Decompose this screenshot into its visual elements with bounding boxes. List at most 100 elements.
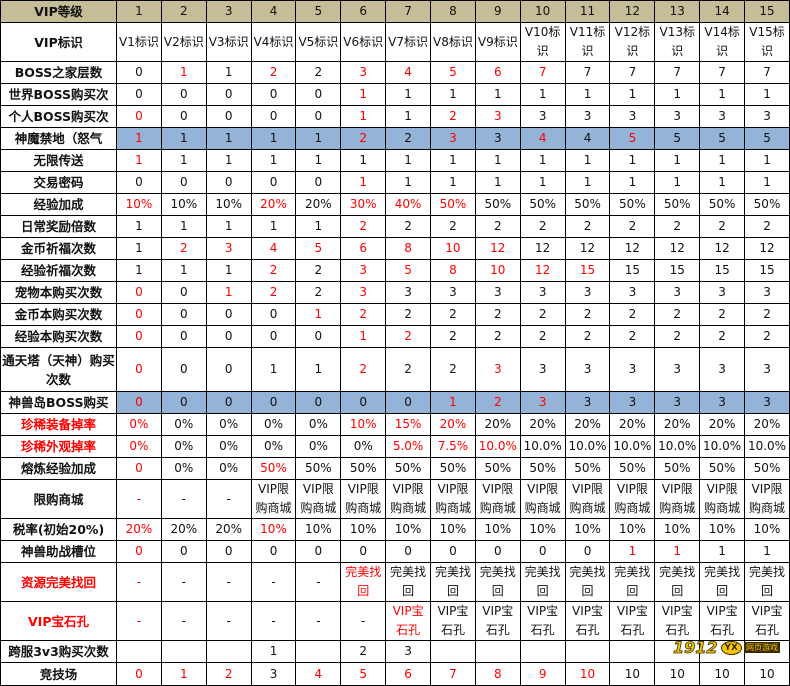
table-cell: 6: [340, 237, 387, 260]
table-cell: 10%: [564, 518, 611, 541]
table-cell: 15: [564, 259, 611, 282]
row-label: 限购商城: [0, 479, 117, 519]
table-cell: 20%: [160, 518, 207, 541]
table-cell: 12: [519, 237, 566, 260]
vip-level-header: 10: [519, 0, 566, 23]
table-cell: 2: [385, 347, 432, 392]
table-cell: 2: [430, 215, 476, 238]
table-cell: 2: [295, 61, 342, 84]
table-cell: 2: [564, 325, 611, 348]
table-cell: 3: [609, 105, 656, 128]
table-cell: 5: [744, 127, 790, 150]
table-cell: VIP限购商城: [295, 479, 342, 519]
table-cell: VIP宝石孔: [564, 601, 611, 641]
table-cell: 0: [205, 391, 252, 414]
table-cell: 12: [744, 237, 790, 260]
table-cell: 50%: [474, 457, 521, 480]
table-cell: 3: [519, 105, 566, 128]
table-cell: 1: [430, 83, 476, 106]
table-cell: 9: [519, 662, 566, 686]
table-cell: 4: [385, 61, 432, 84]
table-cell: 20%: [699, 413, 746, 436]
table-row: 宠物本购买次数 0 0 1 2 2 3 3 3 3 3 3 3 3 3 3: [0, 281, 790, 304]
vip-level-header: 14: [699, 0, 746, 23]
row-label: 竞技场: [0, 662, 117, 686]
table-cell: 10%: [160, 193, 207, 216]
table-cell: 10.0%: [744, 435, 790, 458]
table-row: 限购商城 - - - VIP限购商城 VIP限购商城 VIP限购商城 VIP限购商城 VIP限购…: [0, 479, 790, 519]
table-cell: 0: [116, 457, 162, 480]
table-cell: 2: [430, 303, 476, 326]
table-cell: 1: [205, 61, 252, 84]
table-cell: 1: [609, 171, 656, 194]
table-row: 熔炼经验加成 0 0% 0% 50% 50% 50% 50% 50% 50% 50% 50% 50% 50…: [0, 457, 790, 480]
table-cell: -: [205, 601, 252, 641]
table-cell: 1: [519, 149, 566, 172]
table-cell: 3: [654, 281, 701, 304]
table-cell: 0: [116, 83, 162, 106]
table-cell: 1: [205, 281, 252, 304]
table-cell: 10: [744, 662, 790, 686]
table-row: 神兽助战槽位 0 0 0 0 0 0 0 0 0 0 0 1 1 1 1: [0, 540, 790, 563]
table-cell: 10%: [519, 518, 566, 541]
table-cell: 3: [744, 391, 790, 414]
table-cell: 3: [744, 347, 790, 392]
table-cell: 2: [609, 215, 656, 238]
table-cell: 0: [160, 281, 207, 304]
table-cell: 1: [744, 149, 790, 172]
table-cell: 20%: [295, 193, 342, 216]
table-cell: VIP宝石孔: [609, 601, 656, 641]
table-cell: 0%: [205, 413, 252, 436]
row-label: 神兽岛BOSS购买: [0, 391, 117, 414]
vip-level-header: 8: [430, 0, 476, 23]
table-cell: 0: [116, 391, 162, 414]
row-label: 经验加成: [0, 193, 117, 216]
table-cell: 50%: [519, 193, 566, 216]
table-cell: 3: [474, 105, 521, 128]
table-cell: 0: [250, 391, 297, 414]
table-cell: 1: [250, 127, 297, 150]
row-label: VIP等级: [0, 0, 117, 23]
table-cell: 0: [385, 540, 432, 563]
table-cell: 15: [699, 259, 746, 282]
table-cell: 10: [654, 662, 701, 686]
table-cell: 3: [744, 281, 790, 304]
table-row: 无限传送 1 1 1 1 1 1 1 1 1 1 1 1 1 1 1: [0, 149, 790, 172]
table-cell: 50%: [564, 457, 611, 480]
table-cell: 1: [160, 127, 207, 150]
table-cell: 20%: [744, 413, 790, 436]
table-row: 金币祈福次数 1 2 3 4 5 6 8 10 12 12 12 12 12 12 12: [0, 237, 790, 260]
table-row: 经验祈福次数 1 1 1 2 2 3 5 8 10 12 15 15 15 15 15: [0, 259, 790, 282]
table-cell: 50%: [564, 193, 611, 216]
table-cell: V8标识: [430, 22, 476, 62]
vip-level-header: 1: [116, 0, 162, 23]
table-cell: 20%: [654, 413, 701, 436]
table-row: 日常奖励倍数 1 1 1 1 1 2 2 2 2 2 2 2 2 2 2: [0, 215, 790, 238]
table-cell: 3: [340, 281, 387, 304]
table-cell: 2: [340, 640, 387, 663]
table-cell: 0: [295, 105, 342, 128]
table-cell: 3: [474, 347, 521, 392]
table-cell: 2: [385, 127, 432, 150]
table-cell: 1: [385, 83, 432, 106]
table-cell: 完美找回: [564, 562, 611, 602]
table-cell: 5: [385, 259, 432, 282]
vip-level-header: 3: [205, 0, 252, 23]
table-cell: 7.5%: [430, 435, 476, 458]
table-cell: 0: [250, 303, 297, 326]
table-cell: 0: [205, 347, 252, 392]
table-cell: 1: [430, 391, 476, 414]
table-cell: 20%: [519, 413, 566, 436]
table-cell: 8: [474, 662, 521, 686]
table-cell: 7: [699, 61, 746, 84]
table-cell: 3: [564, 347, 611, 392]
table-cell: 0%: [250, 413, 297, 436]
table-cell: 1: [116, 259, 162, 282]
table-cell: 50%: [744, 193, 790, 216]
table-cell: 1: [160, 149, 207, 172]
table-cell: 1: [160, 259, 207, 282]
row-label: 跨服3v3购买次数: [0, 640, 117, 663]
table-cell: 0: [385, 391, 432, 414]
table-cell: 2: [340, 127, 387, 150]
table-cell: 20%: [205, 518, 252, 541]
